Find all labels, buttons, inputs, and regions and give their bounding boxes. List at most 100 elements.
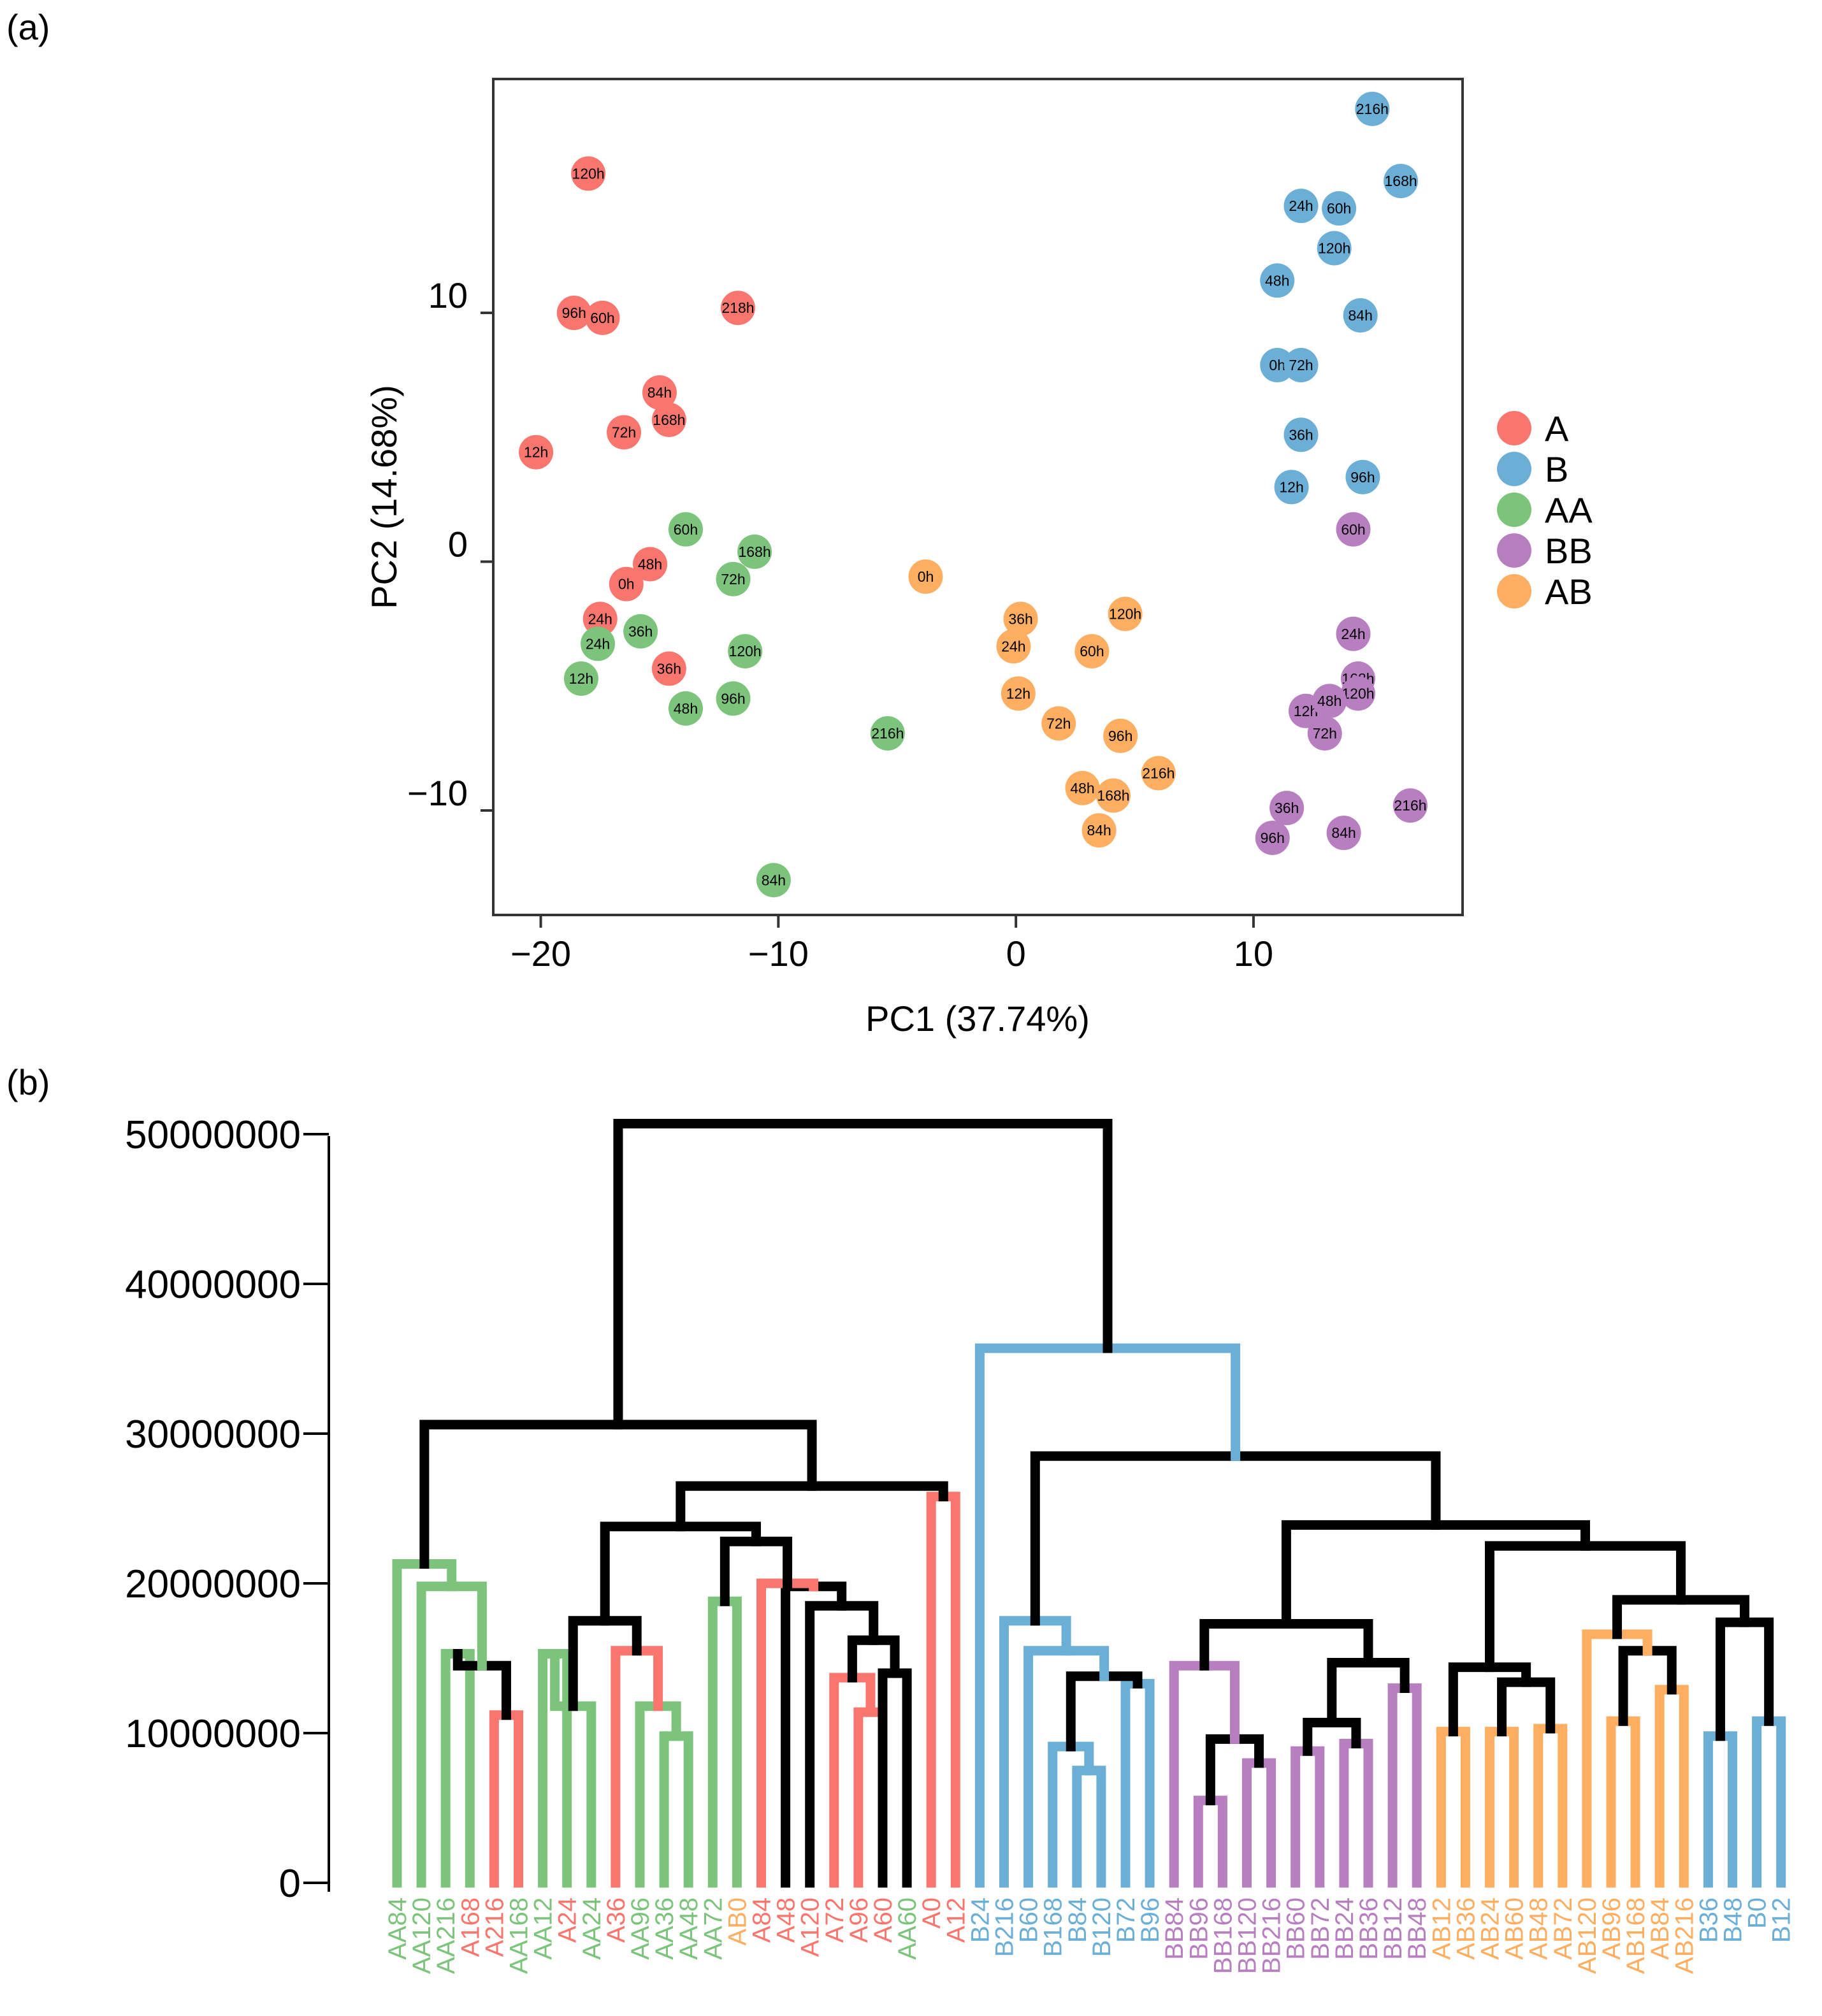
y-tick-label: 10000000: [125, 1712, 301, 1756]
scatter-point-AB: 120h: [1108, 596, 1143, 631]
dendrogram-branch: [1281, 1520, 1591, 1629]
scatter-point-A: 120h: [571, 156, 606, 191]
point-label: 120h: [1341, 685, 1374, 702]
legend-item-AB: AB: [1497, 572, 1593, 612]
leaf-label: AA12: [530, 1897, 558, 1960]
point-marker: [1307, 716, 1342, 751]
scatter-point-AB: 24h: [996, 629, 1031, 664]
point-label: 96h: [721, 690, 745, 707]
scatter-point-AA: 216h: [870, 716, 905, 751]
dendrogram-branch: [1533, 1724, 1568, 1888]
x-tick-label: 0: [1006, 933, 1026, 974]
y-axis-label: PC2 (14.68%): [364, 385, 404, 609]
panel-b-label: (b): [6, 1062, 50, 1102]
point-marker: [585, 300, 620, 335]
leaf-label: AA168: [505, 1897, 533, 1974]
scatter-point-B: 84h: [1343, 298, 1378, 333]
point-label: 168h: [1097, 788, 1129, 804]
point-label: 48h: [1070, 780, 1094, 796]
scatter-point-A: 0h: [609, 566, 644, 601]
scatter-point-AA: 12h: [563, 661, 598, 696]
legend-item-B: B: [1497, 449, 1568, 489]
point-marker: [1003, 601, 1038, 637]
scatter-point-B: 24h: [1283, 189, 1319, 224]
point-label: 72h: [1289, 357, 1313, 373]
leaf-label: AB216: [1670, 1897, 1698, 1974]
leaf-label: BB36: [1355, 1897, 1383, 1960]
scatter-point-A: 84h: [642, 375, 677, 410]
point-label: 84h: [762, 872, 786, 888]
scatter-point-AA: 60h: [668, 512, 703, 547]
scatter-point-A: 12h: [519, 435, 554, 470]
point-label: 48h: [1317, 693, 1341, 709]
point-marker: [1095, 778, 1131, 813]
leaf-label: AB0: [723, 1897, 751, 1946]
dendrogram-branch: [1612, 1595, 1750, 1639]
panel-a-label: (a): [6, 7, 50, 47]
x-axis-label: PC1 (37.74%): [865, 998, 1090, 1039]
dendrogram-branch: [659, 1731, 693, 1888]
dendrogram-branch: [707, 1596, 742, 1888]
y-tick-label: 20000000: [125, 1562, 301, 1606]
dendrogram-branch: [1291, 1746, 1325, 1888]
scatter-point-AA: 120h: [728, 634, 763, 669]
point-label: 24h: [1001, 638, 1025, 654]
point-marker: [609, 566, 644, 601]
point-marker: [870, 716, 905, 751]
legend-swatch: [1497, 411, 1531, 445]
leaf-label: AA24: [578, 1897, 606, 1960]
dendrogram-branch: [1339, 1738, 1373, 1888]
scatter-point-AB: 168h: [1095, 778, 1131, 813]
scatter-point-BB: 72h: [1307, 716, 1342, 751]
point-marker: [1355, 91, 1390, 126]
point-marker: [1317, 231, 1352, 266]
point-label: 96h: [1261, 830, 1285, 846]
scatter-point-AB: 72h: [1041, 706, 1076, 741]
point-marker: [1322, 191, 1357, 226]
dendrogram-y-ticks: 0 10000000 20000000 30000000 40000000 5000000…: [125, 1113, 329, 1906]
point-label: 48h: [1265, 272, 1289, 289]
y-tick-label: 0: [279, 1862, 301, 1906]
point-marker: [1283, 189, 1319, 224]
scatter-point-A: 48h: [633, 547, 668, 582]
scatter-point-B: 120h: [1317, 231, 1352, 266]
dendrogram-branch: [1606, 1716, 1640, 1888]
leaf-label: AA120: [408, 1897, 436, 1974]
legend-label: A: [1545, 408, 1569, 449]
legend-label: B: [1545, 449, 1568, 489]
scatter-point-BB: 60h: [1336, 512, 1371, 547]
scatter-point-AA: 84h: [756, 863, 791, 898]
point-marker: [716, 681, 751, 716]
leaf-label: AB168: [1622, 1897, 1650, 1974]
point-marker: [1343, 298, 1378, 333]
point-marker: [1312, 684, 1347, 719]
dendrogram-branch: [926, 1492, 960, 1888]
point-label: 60h: [590, 310, 614, 326]
leaf-label: AA216: [432, 1897, 460, 1974]
dendrogram-branch: [1242, 1758, 1276, 1888]
leaf-label: BB48: [1403, 1897, 1431, 1960]
point-label: 84h: [1087, 822, 1111, 839]
point-marker: [633, 547, 668, 582]
point-marker: [1141, 756, 1176, 791]
dendrogram-branch: [1072, 1766, 1106, 1888]
leaf-label: A24: [554, 1897, 582, 1943]
leaf-label: AA96: [626, 1897, 654, 1960]
leaf-label: BB12: [1379, 1897, 1407, 1960]
point-label: 72h: [1313, 725, 1337, 742]
scatter-point-BB: 48h: [1312, 684, 1347, 719]
point-label: 12h: [1006, 685, 1030, 702]
point-marker: [720, 291, 755, 326]
leaf-label: BB168: [1209, 1897, 1237, 1974]
leaf-label: B12: [1768, 1897, 1796, 1943]
dendrogram-branch: [805, 1601, 879, 1888]
leaf-label: B36: [1695, 1897, 1723, 1943]
point-label: 96h: [1108, 728, 1132, 744]
dendrogram-branch: [1205, 1734, 1264, 1806]
leaf-label: AB36: [1452, 1897, 1480, 1960]
leaf-label: A84: [748, 1897, 776, 1943]
leaf-label: AA84: [384, 1897, 412, 1960]
dendrogram-branch: [1436, 1727, 1470, 1888]
point-label: 72h: [612, 424, 636, 440]
